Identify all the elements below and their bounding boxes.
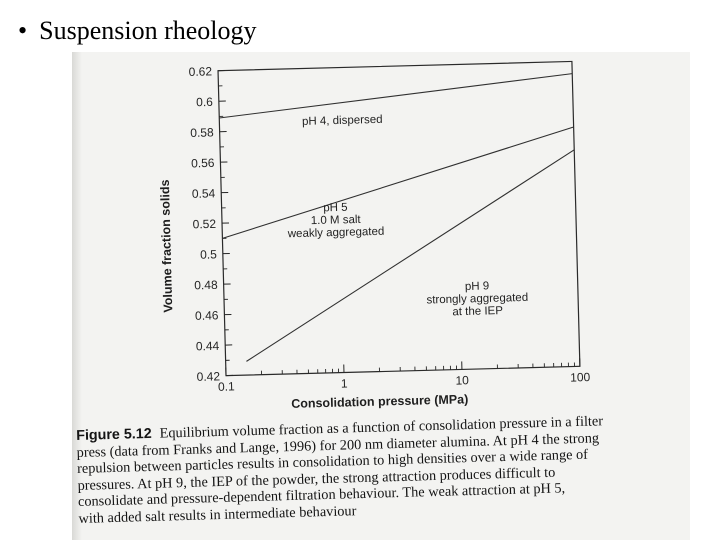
y-axis-label: Volume fraction solids xyxy=(158,179,175,312)
bullet-icon: • xyxy=(18,16,28,45)
y-tick-label: 0.44 xyxy=(196,339,220,354)
series-label-2-line-2: at the IEP xyxy=(452,305,503,318)
x-tick-label: 10 xyxy=(455,373,469,387)
series-lines xyxy=(219,73,575,362)
y-tick-label: 0.54 xyxy=(192,186,216,201)
series-line-1 xyxy=(222,126,574,239)
x-tick-label: 1 xyxy=(341,376,348,390)
x-tick-label: 100 xyxy=(570,370,591,385)
y-axis-ticks: 0.42 0.44 0.46 0.48 0.5 0.52 0.54 0.56 0.58 0.6 0.… xyxy=(189,64,234,384)
y-tick-label: 0.5 xyxy=(200,247,217,261)
scanned-figure xyxy=(72,52,690,540)
y-tick-label: 0.6 xyxy=(196,95,213,109)
chart-plot-group: 0.42 0.44 0.46 0.48 0.5 0.52 0.54 0.56 0.58 0.6 0.… xyxy=(158,60,591,411)
series-label-2-line-0: pH 9 xyxy=(465,280,490,293)
slide-title-text: Suspension rheology xyxy=(39,16,257,45)
y-tick-label: 0.56 xyxy=(191,156,215,171)
y-tick-label: 0.46 xyxy=(195,308,219,323)
figure-label: Figure 5.12 xyxy=(76,425,152,444)
series-label-2-line-1: strongly aggregated xyxy=(426,292,528,307)
x-axis-label: Consolidation pressure (MPa) xyxy=(291,392,468,411)
plot-frame xyxy=(217,60,581,377)
series-label-1-line-2: weakly aggregated xyxy=(287,226,385,241)
series-line-2 xyxy=(246,149,575,362)
series-label-1-line-1: 1.0 M salt xyxy=(311,214,362,227)
slide-title: • Suspension rheology xyxy=(18,16,257,46)
series-line-0 xyxy=(219,73,573,119)
series-label-1-line-0: pH 5 xyxy=(323,202,348,215)
y-tick-label: 0.62 xyxy=(189,64,213,79)
scan-shadow xyxy=(72,52,82,540)
x-tick-label: 0.1 xyxy=(218,379,235,393)
y-tick-label: 0.58 xyxy=(190,125,214,140)
y-tick-label: 0.42 xyxy=(196,369,220,384)
y-tick-label: 0.52 xyxy=(193,217,217,232)
x-axis-ticks: 0.1 1 10 100 xyxy=(218,358,591,394)
series-label-0-line-0: pH 4, dispersed xyxy=(302,114,383,128)
figure-caption: Figure 5.12 Equilibrium volume fraction a… xyxy=(76,411,679,527)
y-tick-label: 0.48 xyxy=(194,278,218,293)
